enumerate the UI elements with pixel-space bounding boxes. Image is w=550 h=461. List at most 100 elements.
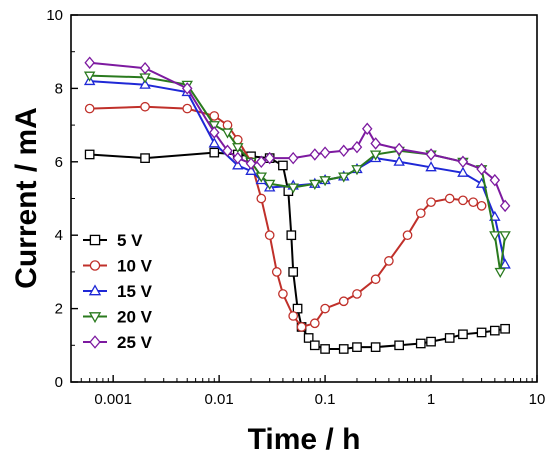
legend-label-2: 15 V bbox=[117, 282, 153, 301]
legend-label-3: 20 V bbox=[117, 308, 153, 327]
data-point bbox=[361, 122, 373, 136]
data-point bbox=[489, 210, 501, 221]
data-point bbox=[500, 323, 510, 334]
series-line-2 bbox=[89, 80, 507, 265]
data-point bbox=[309, 318, 320, 329]
data-point bbox=[468, 197, 479, 208]
data-point bbox=[278, 289, 288, 299]
y-tick-label-3: 6 bbox=[55, 154, 63, 171]
data-point bbox=[402, 230, 413, 241]
data-point bbox=[232, 143, 244, 154]
data-point bbox=[245, 157, 257, 170]
data-point bbox=[352, 289, 362, 299]
data-point bbox=[384, 256, 394, 266]
data-point bbox=[425, 161, 437, 172]
data-point bbox=[489, 325, 500, 336]
x-tick-label-0: 0.001 bbox=[94, 391, 132, 408]
data-point bbox=[222, 120, 233, 130]
data-point bbox=[84, 149, 95, 160]
legend: 5 V 10 V 15 V 20 V 25 V bbox=[83, 231, 153, 352]
data-point bbox=[393, 142, 405, 156]
x-tick-label-2: 0.1 bbox=[315, 391, 336, 408]
data-point bbox=[499, 199, 511, 213]
data-point bbox=[319, 176, 331, 187]
data-point bbox=[222, 144, 233, 158]
legend-label-4: 25 V bbox=[117, 333, 153, 352]
data-point bbox=[351, 140, 363, 154]
data-point bbox=[309, 148, 321, 161]
data-point bbox=[320, 303, 330, 314]
data-point bbox=[287, 183, 299, 194]
x-tick-label-4: 10 bbox=[529, 391, 546, 408]
data-point bbox=[264, 151, 275, 165]
legend-label-1: 10 V bbox=[117, 257, 153, 276]
data-point bbox=[245, 164, 257, 175]
data-point bbox=[232, 159, 244, 170]
data-point bbox=[393, 155, 405, 166]
data-point bbox=[83, 71, 96, 82]
data-point bbox=[208, 137, 221, 148]
data-point bbox=[288, 311, 299, 321]
series-0 bbox=[84, 147, 510, 354]
data-point bbox=[415, 338, 426, 349]
y-axis-title: Current / mA bbox=[10, 107, 43, 289]
data-point bbox=[209, 147, 220, 158]
series-4 bbox=[84, 56, 511, 213]
data-point bbox=[84, 56, 95, 69]
data-point bbox=[458, 329, 468, 340]
data-point bbox=[209, 111, 220, 121]
data-point bbox=[182, 103, 193, 114]
data-point bbox=[425, 148, 437, 161]
data-point bbox=[278, 160, 288, 171]
x-tick-label-3: 1 bbox=[427, 391, 435, 408]
data-point bbox=[457, 155, 469, 169]
data-point bbox=[476, 327, 487, 338]
series-line-3 bbox=[89, 74, 507, 273]
data-point bbox=[499, 231, 511, 242]
legend-marker bbox=[89, 234, 101, 246]
legend-item-0: 5 V bbox=[83, 231, 143, 250]
legend-item-2: 15 V bbox=[83, 282, 153, 301]
data-point bbox=[296, 322, 307, 332]
data-point bbox=[139, 61, 151, 75]
data-point bbox=[292, 303, 303, 314]
data-point bbox=[208, 121, 221, 132]
data-point bbox=[181, 82, 193, 95]
legend-marker bbox=[89, 260, 101, 271]
data-point bbox=[352, 342, 362, 352]
data-point bbox=[444, 193, 455, 204]
data-point bbox=[256, 155, 267, 169]
legend-item-4: 25 V bbox=[83, 333, 153, 352]
data-point bbox=[369, 150, 382, 161]
legend-marker bbox=[88, 312, 102, 324]
y-tick-label-1: 2 bbox=[55, 301, 63, 318]
data-point bbox=[394, 340, 404, 351]
data-point bbox=[309, 340, 320, 351]
data-point bbox=[338, 296, 349, 307]
legend-label-0: 5 V bbox=[117, 231, 143, 250]
legend-marker bbox=[89, 335, 101, 349]
data-point bbox=[426, 197, 436, 208]
y-tick-label-2: 4 bbox=[55, 227, 63, 244]
data-point bbox=[415, 208, 426, 219]
data-point bbox=[286, 230, 297, 241]
series-layer bbox=[83, 56, 511, 354]
legend-marker bbox=[88, 284, 102, 296]
data-point bbox=[287, 151, 299, 165]
data-point bbox=[489, 173, 501, 187]
data-point bbox=[426, 336, 436, 347]
data-point bbox=[370, 137, 381, 150]
data-point bbox=[263, 179, 276, 190]
data-point bbox=[476, 162, 487, 176]
data-point bbox=[319, 146, 331, 159]
data-point bbox=[338, 172, 350, 183]
data-point bbox=[303, 333, 314, 343]
legend-item-1: 10 V bbox=[83, 257, 153, 276]
data-point bbox=[232, 151, 244, 165]
series-1 bbox=[84, 101, 487, 332]
data-point bbox=[309, 179, 321, 190]
y-tick-label-5: 10 bbox=[46, 7, 63, 24]
data-point bbox=[221, 128, 234, 139]
data-point bbox=[84, 103, 95, 114]
